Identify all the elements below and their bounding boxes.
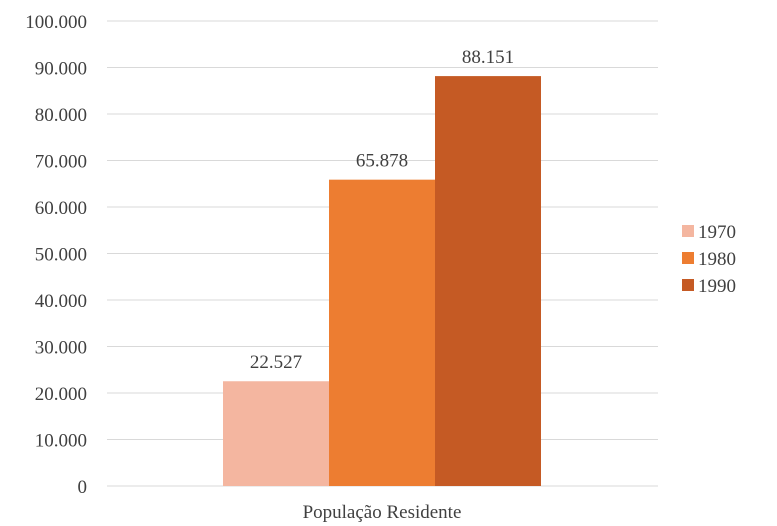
legend-swatch-1990 (682, 279, 694, 291)
bars (223, 76, 541, 487)
y-tick-label: 60.000 (35, 198, 87, 219)
y-tick-label: 50.000 (35, 245, 87, 266)
legend: 1970 1980 1990 (682, 222, 736, 297)
bar-1990 (435, 76, 541, 487)
y-tick-label: 70.000 (35, 152, 87, 173)
bar-1980 (329, 179, 435, 486)
data-label-1980: 65.878 (356, 151, 408, 172)
y-tick-label: 80.000 (35, 105, 87, 126)
bar-1970 (223, 381, 329, 486)
data-label-1970: 22.527 (250, 352, 302, 373)
category-label: População Residente (303, 502, 462, 523)
y-tick-label: 90.000 (35, 59, 87, 80)
legend-label-1980: 1980 (698, 249, 736, 270)
legend-swatch-1980 (682, 252, 694, 264)
y-tick-label: 30.000 (35, 338, 87, 359)
legend-label-1990: 1990 (698, 276, 736, 297)
y-tick-label: 40.000 (35, 291, 87, 312)
data-labels: 22.527 65.878 88.151 (250, 47, 514, 373)
legend-swatch-1970 (682, 225, 694, 237)
y-tick-label: 100.000 (25, 12, 87, 33)
data-label-1990: 88.151 (462, 47, 514, 68)
y-tick-label: 20.000 (35, 384, 87, 405)
y-tick-label: 0 (78, 477, 88, 498)
legend-label-1970: 1970 (698, 222, 736, 243)
y-axis-tick-labels: 0 10.000 20.000 30.000 40.000 50.000 60.000 70.… (25, 12, 87, 498)
y-tick-label: 10.000 (35, 431, 87, 452)
x-axis-category-labels: População Residente (303, 502, 462, 523)
